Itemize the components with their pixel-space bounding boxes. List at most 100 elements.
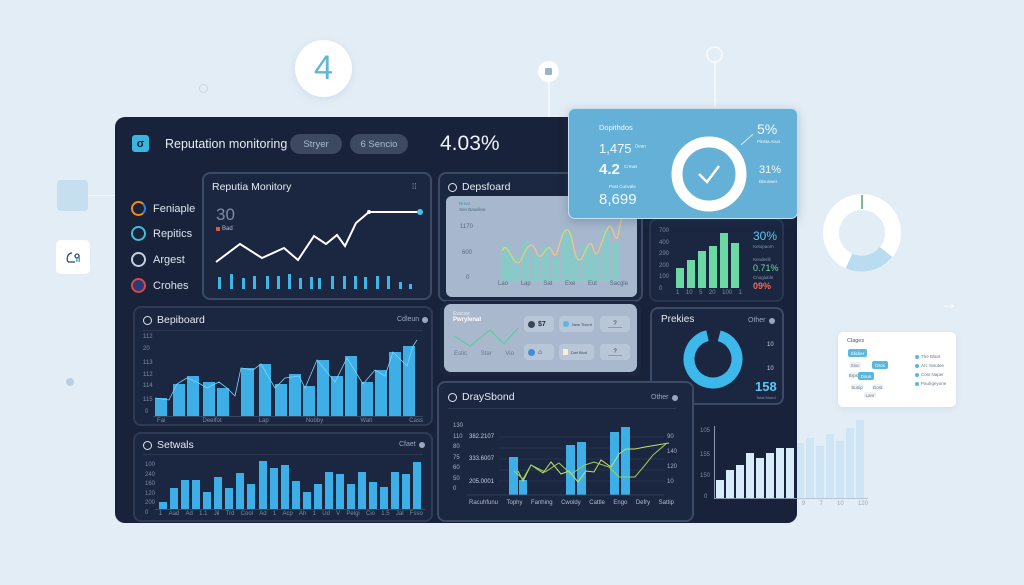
check-ring [671,136,747,212]
doc-icon [563,349,568,355]
app-title: Reputation monitoring [165,137,288,151]
badge-icon [131,278,146,293]
sidebar-item[interactable]: Crohes [131,278,188,293]
x-tick: Sattip [658,500,674,506]
prekies-total-label: Total Mond [756,395,776,400]
big-value: 30 [216,205,235,224]
other-filter[interactable]: Other [651,394,678,401]
other-filter[interactable]: Cdleun [397,316,429,323]
clock-icon [448,182,457,192]
sidebar-item[interactable]: Argest [131,252,185,267]
dot-icon [671,394,678,401]
x-tick: 1.1 [199,511,208,517]
step-badge: 4 [295,40,352,97]
tile-label: Dwt Blod [571,349,588,355]
arrow-right-icon[interactable]: → [940,293,958,313]
value-label: Dean [635,143,646,149]
flow-node[interactable]: Oros [872,361,888,369]
flow-node[interactable]: Sinc [849,362,861,368]
x-tick: Defry [635,500,651,506]
sub-label-text: Bad [222,226,233,232]
x-tick: Ah [299,511,307,517]
connector-line [548,78,550,118]
tile-label: $7 [538,320,546,328]
other-filter[interactable]: Cfaet [399,441,425,448]
tile-label: ⌂ [538,348,543,356]
x-tick: Jil [213,511,220,517]
flow-node[interactable]: Gost [872,384,883,390]
y-tick: 114 [143,383,153,389]
stat-1-label: Ketopaorn [753,244,774,249]
widget-tile[interactable]: ? [600,316,630,332]
deco-donut [822,193,902,278]
x-tick: 1 [738,290,742,296]
bepiboard-panel: Bepiboard Cdleun 112 20 113 112 114 115 … [133,306,433,426]
y-axis-right: 90 140 120 10 [667,434,677,485]
chart-legend: Rreat Sen Baseline [459,201,486,213]
x-tick: Eut [587,281,597,287]
x-tick: Fanhing [530,500,553,506]
flow-node[interactable]: Doun [858,372,874,380]
y-tick: 155 [700,452,711,458]
sidebar-item-label: Argest [153,253,185,266]
x-tick: Walt [360,418,373,424]
flow-node[interactable]: Sunip [851,384,863,390]
flow-node[interactable]: Lanr [864,392,876,398]
other-filter[interactable]: Other [748,317,775,324]
y-tick: 160 [145,481,156,487]
widget-tile[interactable]: ⌂ [524,344,554,360]
y-tick: 120 [667,464,678,470]
x-tick: Ad [185,511,193,517]
flow-node[interactable]: Slicker [848,349,867,357]
sidebar-item[interactable]: Feniaple [131,201,195,216]
progress-underline [608,354,622,356]
x-tick: Fai [157,418,166,424]
card-title: Dopithdos [599,123,633,132]
chart-pie-icon [131,201,146,216]
y-tick: 200 [659,262,670,269]
y-tick: 115 [143,397,153,403]
x-tick: Star [480,351,492,357]
y-tick: 112 [143,372,153,378]
y-tick: 150 [700,473,711,479]
legend-dot [915,363,919,368]
sidebar-item[interactable]: Repitics [131,226,192,241]
y-tick: 700 [659,228,670,234]
panel-title: DraySbond [448,391,515,403]
filter-pill[interactable]: 6 Sencio [350,134,408,154]
widget-tile[interactable]: ? [600,344,630,360]
user-chart-icon[interactable] [56,240,90,274]
y-tick: 400 [659,239,670,246]
filter-pill[interactable]: Stryer [290,134,342,154]
legend-label: Arc Sisutee [921,363,945,368]
x-axis: Racuhfunu Tophy Fanhing Cwoldy Cattle En… [469,500,674,506]
stat-3-value: 09% [753,281,772,291]
stat-2-label: Kenderill [753,257,771,262]
coin-icon [528,320,535,328]
widget-tile[interactable]: Dwt Blod [559,344,594,360]
panel-menu-icon[interactable]: ⁞⁞ [412,182,417,191]
x-tick: Cio [366,511,376,517]
other-label: Cfaet [399,441,416,448]
app-logo-icon[interactable]: σ [132,135,149,152]
sub-label: Bad [216,226,233,232]
x-tick: Tophy [506,500,523,506]
x-tick: V [336,511,341,517]
x-tick: Sacgle [609,281,628,287]
widget-tile[interactable]: $7 [524,316,554,332]
x-tick: Cass [409,418,423,424]
prekies-value-2: 10 [767,366,774,372]
x-tick: Estic [454,351,468,357]
y-tick: 75 [453,454,460,461]
x-tick: Ud [322,511,330,517]
widget-tile[interactable]: New Tivent [559,316,594,332]
flow-node[interactable]: Brpst [848,372,860,378]
other-label: Other [651,394,669,401]
tile-label: ? [613,320,617,327]
y-tick: 290 [659,251,670,257]
right-top-label: Pinsta Aruo [757,139,781,144]
y-tick: 20 [143,346,150,352]
sidebar-item-label: Crohes [153,279,189,292]
x-tick: 1 [159,511,163,517]
deco-dot [66,378,74,386]
